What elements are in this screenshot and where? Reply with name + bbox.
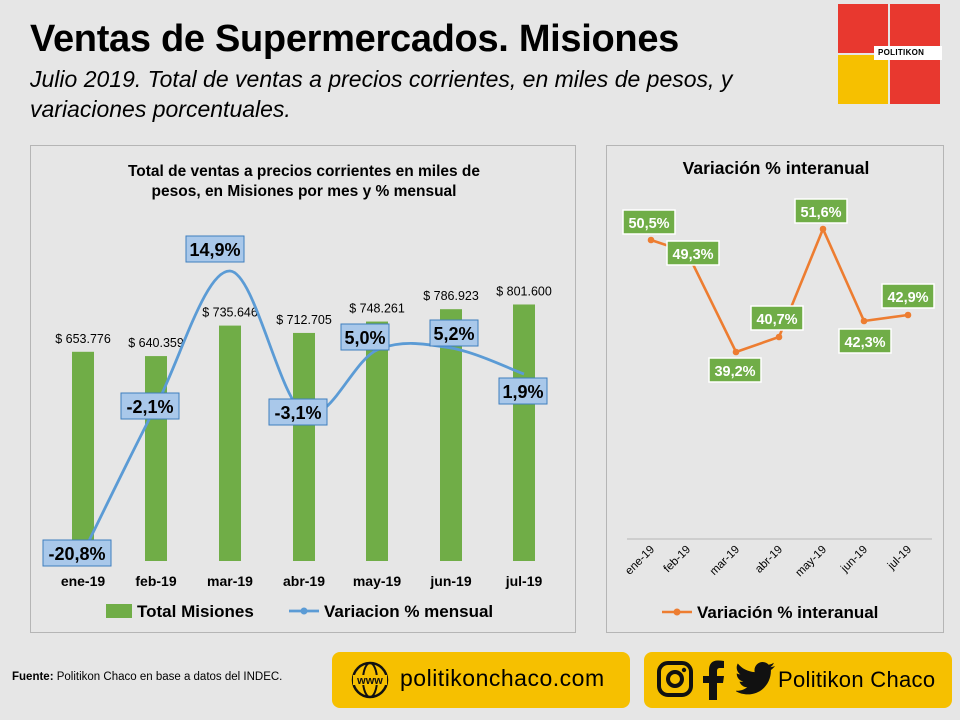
variation-label-ene-19: -20,8% xyxy=(48,544,105,564)
sales-chart: Total de ventas a precios corrientes en … xyxy=(42,163,552,621)
interannual-label-abr-19: 40,7% xyxy=(756,312,797,328)
x-tick-jun-19: jun-19 xyxy=(429,573,471,589)
sales-chart-panel: Total de ventas a precios corrientes en … xyxy=(30,145,576,633)
bar-mar-19 xyxy=(219,325,241,561)
svg-text:www: www xyxy=(356,675,383,687)
interannual-label-jun-19: 42,3% xyxy=(844,335,885,351)
x-tick-may-19: may-19 xyxy=(353,573,401,589)
variation-label-jul-19: 1,9% xyxy=(502,382,543,402)
legend-line-label: Variacion % mensual xyxy=(324,602,493,621)
variation-label-box-may-19 xyxy=(340,323,390,351)
interannual-label-ene-19: 50,5% xyxy=(628,216,669,232)
interannual-point-jun-19 xyxy=(860,317,868,325)
interannual-label-box-mar-19 xyxy=(708,357,762,383)
interannual-x-tick-jun-19: jun-19 xyxy=(838,544,870,576)
x-tick-abr-19: abr-19 xyxy=(283,573,325,589)
interannual-point-may-19 xyxy=(819,225,827,233)
interannual-legend-label: Variación % interanual xyxy=(697,603,878,622)
interannual-label-box-may-19 xyxy=(794,198,848,224)
bar-label-feb-19: $ 640.359 xyxy=(128,336,184,350)
social-handle[interactable]: Politikon Chaco xyxy=(778,667,936,692)
source-note: Fuente: Politikon Chaco en base a datos … xyxy=(12,671,283,683)
interannual-x-tick-ene-19: ene-19 xyxy=(623,544,657,578)
bar-may-19 xyxy=(366,321,388,561)
variation-label-jun-19: 5,2% xyxy=(433,324,474,344)
variation-label-abr-19: -3,1% xyxy=(274,403,321,423)
interannual-label-may-19: 51,6% xyxy=(800,205,841,221)
interannual-label-box-ene-19 xyxy=(622,209,676,235)
instagram-icon[interactable] xyxy=(656,660,694,698)
legend-bar-swatch xyxy=(106,604,132,618)
variation-label-may-19: 5,0% xyxy=(344,328,385,348)
interannual-label-box-abr-19 xyxy=(750,305,804,331)
interannual-label-jul-19: 42,9% xyxy=(887,290,928,306)
interannual-label-box-feb-19 xyxy=(666,240,720,266)
bar-abr-19 xyxy=(293,332,315,561)
interannual-x-tick-abr-19: abr-19 xyxy=(753,544,785,576)
legend-line-marker xyxy=(300,607,308,615)
variation-label-mar-19: 14,9% xyxy=(189,240,240,260)
variation-label-box-jul-19 xyxy=(498,377,548,405)
page-subtitle: Julio 2019. Total de ventas a precios co… xyxy=(30,66,733,122)
legend-bar-label: Total Misiones xyxy=(137,602,254,621)
interannual-chart-title: Variación % interanual xyxy=(683,158,870,178)
x-tick-ene-19: ene-19 xyxy=(61,573,106,589)
interannual-x-tick-jul-19: jul-19 xyxy=(885,544,914,573)
twitter-icon[interactable] xyxy=(736,662,776,696)
interannual-point-ene-19 xyxy=(647,236,655,244)
interannual-label-box-jun-19 xyxy=(838,328,892,354)
interannual-point-mar-19 xyxy=(732,348,740,356)
interannual-point-jul-19 xyxy=(904,311,912,319)
interannual-chart-panel: Variación % interanual 50,5% 49,3% 39,2% 40,… xyxy=(606,145,944,633)
interannual-chart: Variación % interanual 50,5%49,3% 39,2% 40,… xyxy=(622,158,935,622)
facebook-icon[interactable] xyxy=(700,660,726,700)
interannual-label-mar-19: 39,2% xyxy=(714,364,755,380)
x-tick-feb-19: feb-19 xyxy=(135,573,176,589)
variation-label-box-jun-19 xyxy=(429,319,479,347)
bar-ene-19 xyxy=(72,351,94,561)
social-pill xyxy=(644,652,952,708)
interannual-point-abr-19 xyxy=(775,333,783,341)
interannual-legend-marker xyxy=(673,608,681,616)
x-tick-jul-19: jul-19 xyxy=(505,573,543,589)
variation-label-box-feb-19 xyxy=(120,392,180,420)
interannual-x-tick-feb-19: feb-19 xyxy=(662,544,694,576)
bar-label-may-19: $ 748.261 xyxy=(349,302,405,316)
interannual-x-tick-mar-19: mar-19 xyxy=(708,544,742,578)
page-title: Ventas de Supermercados. Misiones xyxy=(30,18,680,60)
interannual-label-feb-19: 49,3% xyxy=(672,247,713,263)
bar-label-abr-19: $ 712.705 xyxy=(276,313,332,327)
variation-label-feb-19: -2,1% xyxy=(126,397,173,417)
bar-label-mar-19: $ 735.646 xyxy=(202,306,258,320)
politikon-logo: POLITIKON xyxy=(838,4,942,106)
bar-label-jun-19: $ 786.923 xyxy=(423,289,479,303)
bar-label-jul-19: $ 801.600 xyxy=(496,284,552,298)
interannual-label-box-jul-19 xyxy=(881,283,935,309)
bar-jul-19 xyxy=(513,304,535,561)
variation-label-box-mar-19 xyxy=(185,235,245,263)
bar-jun-19 xyxy=(440,309,462,561)
logo-text: POLITIKON xyxy=(878,48,925,57)
sales-chart-title: Total de ventas a precios corrientes en … xyxy=(128,163,480,200)
globe-icon: www xyxy=(351,661,389,699)
variation-label-box-ene-19 xyxy=(42,539,112,567)
website-link[interactable]: politikonchaco.com xyxy=(400,665,605,691)
bar-label-ene-19: $ 653.776 xyxy=(55,332,111,346)
x-tick-mar-19: mar-19 xyxy=(207,573,253,589)
interannual-x-tick-may-19: may-19 xyxy=(794,544,830,580)
variation-label-box-abr-19 xyxy=(268,398,328,426)
